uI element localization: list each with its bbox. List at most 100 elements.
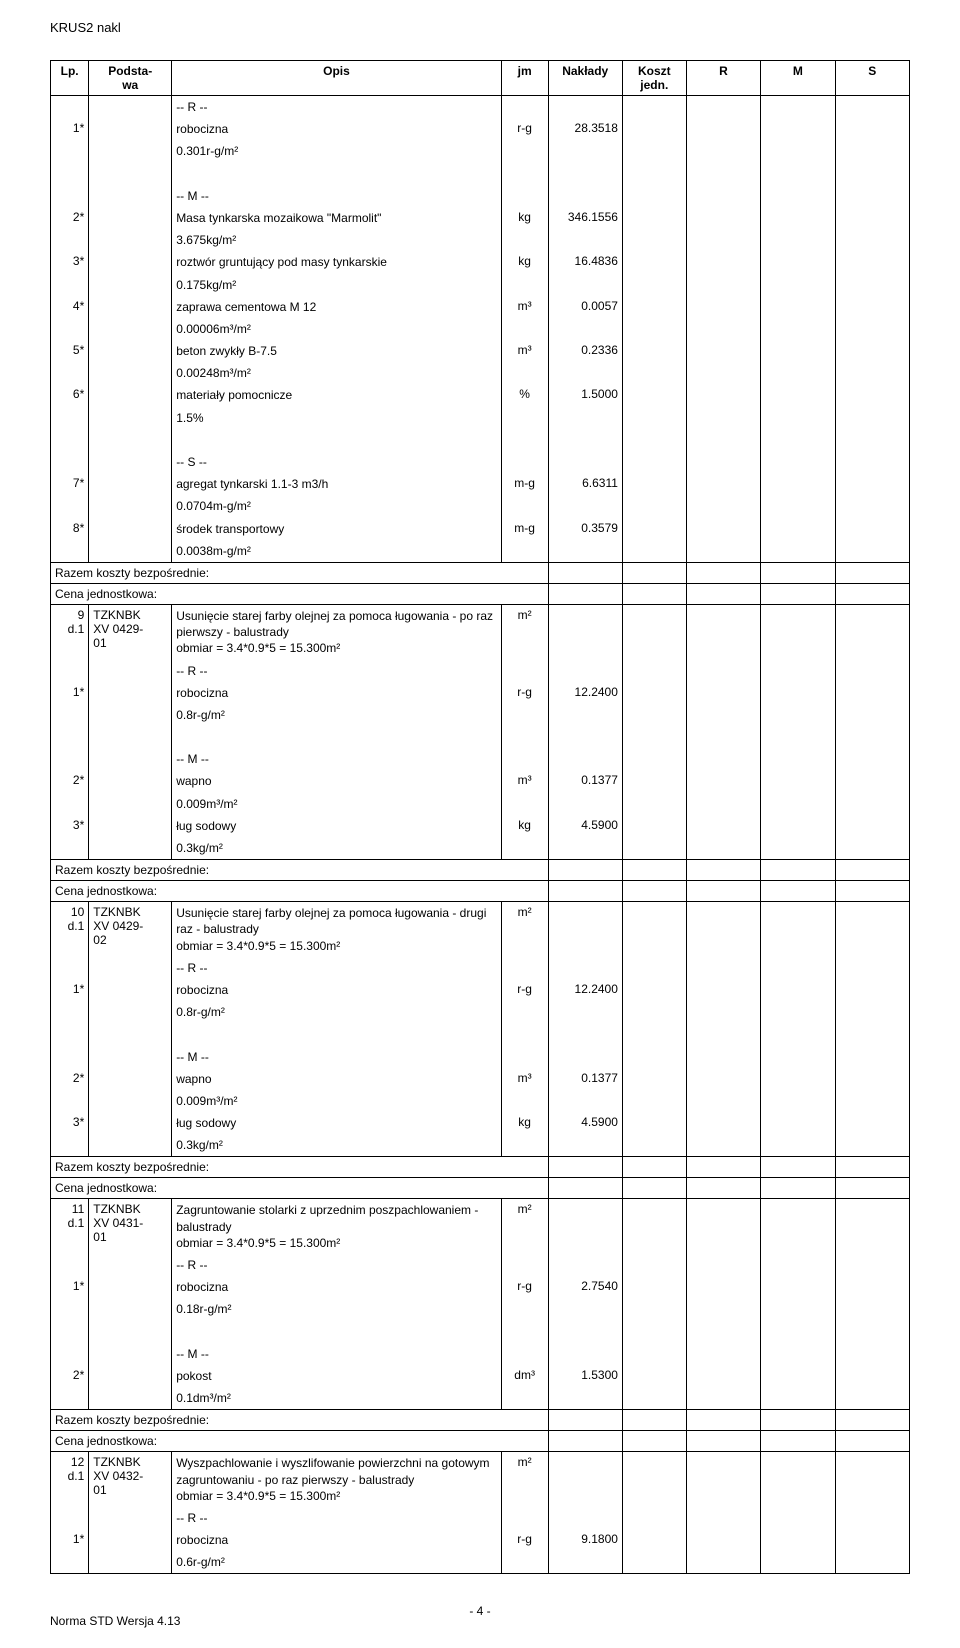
- cell-m: [761, 770, 835, 792]
- cell-podstawa: [89, 1321, 172, 1343]
- cell-jm: [501, 318, 548, 340]
- cell-naklady: [548, 1001, 622, 1023]
- cell-opis: [172, 429, 502, 451]
- table-row: -- R --: [51, 957, 910, 979]
- cell-jm: [501, 726, 548, 748]
- cell-naklady: [548, 748, 622, 770]
- razem-cell: [622, 1410, 686, 1431]
- razem-label: Razem koszty bezpośrednie:: [51, 1410, 549, 1431]
- document-header: KRUS2 nakl: [50, 20, 910, 35]
- cell-opis: -- R --: [172, 660, 502, 682]
- cell-m: [761, 1507, 835, 1529]
- cell-opis: [172, 163, 502, 185]
- table-row: 0.301r-g/m²: [51, 140, 910, 162]
- cell-naklady: [548, 1387, 622, 1410]
- cell-lp: 8*: [51, 518, 89, 540]
- table-row: [51, 1321, 910, 1343]
- cell-podstawa: [89, 118, 172, 140]
- cell-opis: robocizna: [172, 1276, 502, 1298]
- cena-cell: [761, 1431, 835, 1452]
- cell-s: [835, 1387, 909, 1410]
- cell-opis: 3.675kg/m²: [172, 229, 502, 251]
- cell-opis: robocizna: [172, 1529, 502, 1551]
- cell-m: [761, 726, 835, 748]
- cell-r: [686, 1387, 760, 1410]
- cell-r: [686, 340, 760, 362]
- razem-cell: [622, 562, 686, 583]
- cell-m: [761, 229, 835, 251]
- cena-label: Cena jednostkowa:: [51, 583, 549, 604]
- cell-r: [686, 1551, 760, 1574]
- razem-cell: [622, 860, 686, 881]
- cell-r: [686, 1276, 760, 1298]
- cell-m: [761, 1343, 835, 1365]
- cell-m: [761, 815, 835, 837]
- cell-lp: [51, 540, 89, 563]
- cell-jm: [501, 163, 548, 185]
- cell-podstawa: [89, 340, 172, 362]
- cell-s: [835, 815, 909, 837]
- cena-cell: [548, 881, 622, 902]
- razem-label: Razem koszty bezpośrednie:: [51, 562, 549, 583]
- cell-m: [761, 163, 835, 185]
- cell-naklady: [548, 185, 622, 207]
- table-row: 3*ług sodowykg4.5900: [51, 815, 910, 837]
- cell-r: [686, 407, 760, 429]
- table-row: 3.675kg/m²: [51, 229, 910, 251]
- col-lp: Lp.: [51, 61, 89, 96]
- cena-label: Cena jednostkowa:: [51, 881, 549, 902]
- cell-koszt: [622, 118, 686, 140]
- cell-r: [686, 1365, 760, 1387]
- col-m: M: [761, 61, 835, 96]
- cell-m: [761, 274, 835, 296]
- cell-jm: [501, 1090, 548, 1112]
- cell-naklady: [548, 140, 622, 162]
- cell-jm: kg: [501, 815, 548, 837]
- table-header-row: Lp. Podsta- wa Opis jm Nakłady Koszt jed…: [51, 61, 910, 96]
- cena-label: Cena jednostkowa:: [51, 1431, 549, 1452]
- cell-koszt: [622, 660, 686, 682]
- cell-jm: [501, 1551, 548, 1574]
- cell-m: [761, 682, 835, 704]
- cell-naklady: [548, 163, 622, 185]
- table-row: 4*zaprawa cementowa M 12m³0.0057: [51, 296, 910, 318]
- cell-m: [761, 1112, 835, 1134]
- cell-jm: dm³: [501, 1365, 548, 1387]
- cell-lp: [51, 318, 89, 340]
- cell-koszt: [622, 1507, 686, 1529]
- table-row: 0.8r-g/m²: [51, 1001, 910, 1023]
- razem-cell: [761, 860, 835, 881]
- cell-opis: [172, 726, 502, 748]
- cell-podstawa: [89, 318, 172, 340]
- cell-m: [761, 96, 835, 119]
- cell-r: [686, 604, 760, 659]
- cell-s: [835, 296, 909, 318]
- cell-opis: 0.3kg/m²: [172, 1134, 502, 1157]
- cell-opis: [172, 1023, 502, 1045]
- table-row: 2*wapnom³0.1377: [51, 770, 910, 792]
- cell-naklady: [548, 1551, 622, 1574]
- cell-s: [835, 1551, 909, 1574]
- col-naklady: Nakłady: [548, 61, 622, 96]
- cell-lp: [51, 726, 89, 748]
- cell-m: [761, 384, 835, 406]
- cell-s: [835, 1507, 909, 1529]
- cell-naklady: [548, 660, 622, 682]
- cell-podstawa: [89, 793, 172, 815]
- cell-s: [835, 473, 909, 495]
- item-row: 9 d.1TZKNBK XV 0429- 01Usunięcie starej …: [51, 604, 910, 659]
- cell-lp: 2*: [51, 1365, 89, 1387]
- cell-lp: 1*: [51, 682, 89, 704]
- cell-podstawa: [89, 1387, 172, 1410]
- cell-opis: -- M --: [172, 1046, 502, 1068]
- razem-cell: [761, 1410, 835, 1431]
- cell-s: [835, 407, 909, 429]
- cell-s: [835, 1134, 909, 1157]
- cell-koszt: [622, 1343, 686, 1365]
- cell-r: [686, 1452, 760, 1507]
- cell-m: [761, 140, 835, 162]
- table-row: 3*roztwór gruntujący pod masy tynkarskie…: [51, 251, 910, 273]
- cell-opis: zaprawa cementowa M 12: [172, 296, 502, 318]
- cell-lp: 3*: [51, 815, 89, 837]
- razem-label: Razem koszty bezpośrednie:: [51, 1157, 549, 1178]
